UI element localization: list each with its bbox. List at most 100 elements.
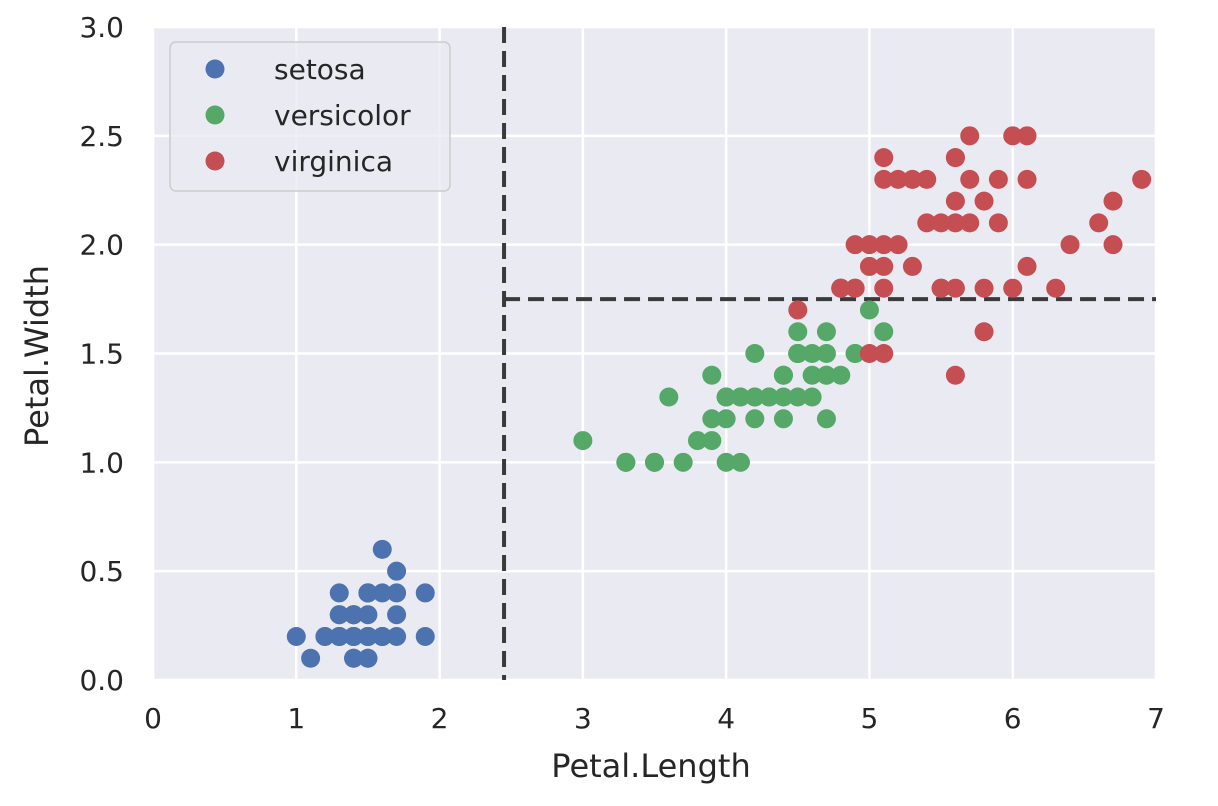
point-virginica <box>888 169 908 189</box>
point-virginica <box>874 344 894 363</box>
point-virginica <box>974 278 994 298</box>
x-tick-label: 6 <box>1004 702 1022 735</box>
point-virginica <box>859 256 879 276</box>
point-virginica <box>874 169 894 189</box>
point-setosa <box>387 583 407 603</box>
point-virginica <box>974 322 994 342</box>
point-virginica <box>874 235 894 255</box>
point-virginica <box>859 344 879 363</box>
point-virginica <box>902 256 922 276</box>
x-tick-label: 3 <box>574 702 592 735</box>
point-virginica <box>988 213 1008 233</box>
y-tick-labels: 0.0 0.5 1.0 1.5 2.0 2.5 3.0 <box>79 11 124 697</box>
point-versicolor <box>773 387 793 407</box>
point-virginica <box>1060 235 1080 255</box>
point-setosa <box>358 626 378 646</box>
point-versicolor <box>859 300 879 320</box>
point-virginica <box>945 278 965 298</box>
point-setosa <box>372 626 392 646</box>
legend-label-versicolor: versicolor <box>274 99 411 132</box>
point-versicolor <box>745 344 765 363</box>
point-versicolor <box>702 409 722 429</box>
point-virginica <box>1089 213 1109 233</box>
point-versicolor <box>730 387 750 407</box>
point-virginica <box>974 191 994 211</box>
point-setosa <box>415 583 435 603</box>
point-versicolor <box>687 431 707 451</box>
point-versicolor <box>773 409 793 429</box>
point-virginica <box>1046 278 1066 298</box>
point-virginica <box>874 148 894 168</box>
point-versicolor <box>773 365 793 385</box>
point-versicolor <box>845 344 865 363</box>
point-virginica <box>888 235 908 255</box>
point-virginica <box>945 191 965 211</box>
point-setosa <box>344 605 364 625</box>
point-virginica <box>917 213 937 233</box>
x-tick-label: 4 <box>717 702 735 735</box>
point-setosa <box>329 605 349 625</box>
x-tick-label: 2 <box>431 702 449 735</box>
point-virginica <box>917 169 937 189</box>
y-tick-label: 0.0 <box>79 664 124 697</box>
point-versicolor <box>702 365 722 385</box>
x-axis-label: Petal.Length <box>551 747 750 785</box>
data-points <box>286 126 1152 668</box>
point-versicolor <box>802 387 822 407</box>
point-versicolor <box>616 452 636 472</box>
y-tick-label: 2.5 <box>79 120 124 153</box>
point-virginica <box>945 213 965 233</box>
legend-label-virginica: virginica <box>274 145 393 178</box>
point-virginica <box>874 256 894 276</box>
point-virginica <box>960 169 980 189</box>
decision-boundaries <box>502 27 1156 680</box>
point-virginica <box>1103 191 1123 211</box>
y-axis-label: Petal.Width <box>18 265 56 447</box>
point-versicolor <box>788 322 808 342</box>
point-virginica <box>788 300 808 320</box>
point-virginica <box>945 148 965 168</box>
point-setosa <box>329 583 349 603</box>
x-tick-labels: 0 1 2 3 4 5 6 7 <box>144 702 1165 735</box>
point-setosa <box>286 626 306 646</box>
point-setosa <box>315 626 335 646</box>
legend-label-setosa: setosa <box>274 53 366 86</box>
point-versicolor <box>673 452 693 472</box>
point-setosa <box>387 626 407 646</box>
point-versicolor <box>788 344 808 363</box>
point-virginica <box>988 169 1008 189</box>
y-tick-label: 1.0 <box>79 446 124 479</box>
series-setosa <box>286 539 435 668</box>
y-tick-label: 1.5 <box>79 338 124 371</box>
point-versicolor <box>816 409 836 429</box>
point-setosa <box>372 539 392 559</box>
legend-marker-versicolor <box>205 105 225 125</box>
point-versicolor <box>816 322 836 342</box>
point-versicolor <box>831 365 851 385</box>
point-setosa <box>415 626 435 646</box>
point-virginica <box>1017 256 1037 276</box>
legend: setosa versicolor virginica <box>169 41 451 192</box>
point-virginica <box>902 169 922 189</box>
point-setosa <box>344 626 364 646</box>
point-versicolor <box>716 387 736 407</box>
point-setosa <box>344 648 364 668</box>
point-virginica <box>845 235 865 255</box>
point-virginica <box>874 278 894 298</box>
point-virginica <box>845 278 865 298</box>
point-versicolor <box>802 365 822 385</box>
x-tick-label: 0 <box>144 702 162 735</box>
y-tick-label: 3.0 <box>79 11 124 44</box>
y-tick-label: 2.0 <box>79 229 124 262</box>
point-versicolor <box>716 452 736 472</box>
point-virginica <box>931 213 951 233</box>
point-versicolor <box>745 387 765 407</box>
point-setosa <box>387 561 407 581</box>
legend-box <box>169 41 451 192</box>
point-versicolor <box>874 322 894 342</box>
point-versicolor <box>702 431 722 451</box>
point-versicolor <box>659 387 679 407</box>
point-virginica <box>859 235 879 255</box>
point-versicolor <box>573 431 593 451</box>
point-versicolor <box>816 365 836 385</box>
